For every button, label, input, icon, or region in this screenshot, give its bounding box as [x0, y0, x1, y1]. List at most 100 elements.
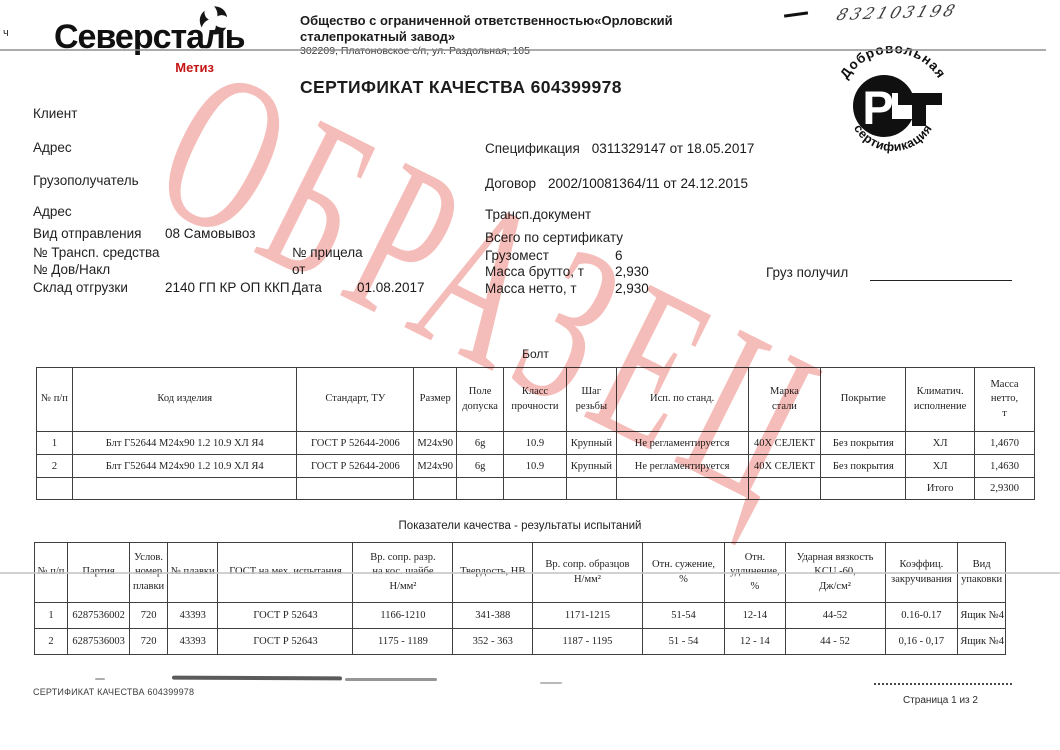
scan-smudge	[95, 678, 105, 680]
scan-smudge	[171, 675, 343, 681]
cell: Крупный	[565, 454, 617, 478]
specification-line: Спецификация 0311329147 от 18.05.2017	[485, 140, 754, 158]
cell: 44 - 52	[784, 628, 886, 655]
table-row: 2 6287536003 720 43393 ГОСТ Р 52643 1175…	[34, 628, 1006, 655]
cell	[615, 477, 749, 500]
cell: 1187 - 1195	[532, 628, 643, 655]
scan-line-top	[0, 49, 1046, 51]
cell: 1166-1210	[352, 602, 454, 629]
severstal-metiz-label: Метиз	[175, 60, 214, 75]
cell: 40Х СЕЛЕКТ	[747, 454, 822, 478]
cell: 1	[36, 431, 73, 455]
net-mass-label: Масса нетто, т	[485, 281, 577, 296]
bolt-total-row: Итого 2,9300	[36, 477, 1035, 500]
cell: Без покрытия	[820, 431, 907, 455]
dispatch-type-value: 08 Самовывоз	[165, 226, 256, 241]
cell: 6287536003	[66, 628, 131, 655]
cell: 43393	[166, 628, 219, 655]
contract-value: 2002/10081364/11 от 24.12.2015	[547, 176, 749, 191]
gross-mass-label: Масса брутто, т	[485, 264, 584, 279]
waybill-label: № Дов/Накл	[33, 262, 111, 277]
header-cell: Покрытие	[820, 367, 907, 432]
cell: ХЛ	[905, 454, 976, 478]
cell: 720	[129, 602, 168, 629]
cert-total-label: Всего по сертификату	[485, 230, 624, 245]
cell: Ящик №4	[957, 602, 1006, 629]
cargo-received-label: Груз получил	[766, 265, 849, 280]
net-mass-value: 2,930	[615, 281, 649, 296]
client-label: Клиент	[33, 106, 78, 121]
header-cell: Климатич. исполнение	[905, 367, 976, 432]
cell: ГОСТ Р 52643	[217, 628, 354, 655]
cell: 40Х СЕЛЕКТ	[747, 431, 822, 455]
svg-text:Добровольная: Добровольная	[837, 41, 949, 82]
cell: Ящик №4	[957, 628, 1006, 655]
cell: 51-54	[641, 602, 726, 629]
cell	[565, 477, 617, 500]
cell: 2	[36, 454, 73, 478]
cell: 43393	[166, 602, 219, 629]
cell: 44-52	[784, 602, 886, 629]
total-value-cell: 2,9300	[974, 477, 1035, 500]
cell: 0,16 - 0,17	[884, 628, 959, 655]
cell: 10.9	[503, 431, 567, 455]
trailer-number-label: № прицела	[292, 245, 363, 260]
cell: 0.16-0.17	[884, 602, 959, 629]
company-name-line2: сталепрокатный завод»	[300, 29, 456, 44]
contract-line: Договор 2002/10081364/11 от 24.12.2015	[485, 175, 748, 193]
cell	[296, 477, 415, 500]
cargo-places-value: 6	[615, 248, 623, 263]
cell: Не регламентируется	[615, 431, 749, 455]
cell	[747, 477, 822, 500]
scan-line-middle	[0, 572, 1060, 574]
bolt-table: № п/п Код изделия Стандарт, ТУ Размер По…	[36, 367, 1035, 500]
header-cell: Поле допуска	[456, 367, 505, 432]
company-address: 302209, Платоновское с/п, ул. Раздольная…	[300, 45, 530, 57]
from-label: от	[292, 262, 306, 277]
cell: М24х90	[413, 454, 458, 478]
cell: М24х90	[413, 431, 458, 455]
scan-edge-artifact: ч	[3, 27, 9, 39]
cell: 720	[129, 628, 168, 655]
cell: Крупный	[565, 431, 617, 455]
consignee-label: Грузополучатель	[33, 173, 139, 188]
cargo-places-label: Грузомест	[485, 248, 549, 263]
header-cell: Исп. по станд.	[615, 367, 749, 432]
date-label: Дата	[292, 280, 322, 295]
table-row: 1 6287536002 720 43393 ГОСТ Р 52643 1166…	[34, 602, 1006, 629]
cell: 1	[34, 602, 68, 629]
scan-smudge	[540, 682, 562, 684]
contract-label: Договор	[485, 176, 536, 191]
cell: Не регламентируется	[615, 454, 749, 478]
table-row: 1 Блт Г52644 М24х90 1.2 10.9 ХЛ Я4 ГОСТ …	[36, 431, 1035, 455]
cell	[503, 477, 567, 500]
cargo-received-signature-line	[870, 280, 1012, 281]
rst-top-arc-text: Добровольная	[837, 41, 948, 82]
cell	[413, 477, 458, 500]
rst-letter-r: Р	[862, 81, 893, 134]
header-cell: № п/п	[36, 367, 73, 432]
cell: 6287536002	[66, 602, 131, 629]
cell: 352 - 363	[452, 628, 534, 655]
header-cell: Класс прочности	[503, 367, 567, 432]
cell: 6g	[456, 431, 505, 455]
specification-label: Спецификация	[485, 141, 580, 156]
cell: ГОСТ Р 52643	[217, 602, 354, 629]
cell: 51 - 54	[641, 628, 726, 655]
total-label-cell: Итого	[905, 477, 976, 500]
header-cell: Стандарт, ТУ	[296, 367, 415, 432]
cell: 12 - 14	[724, 628, 786, 655]
cell: 2	[34, 628, 68, 655]
cell: ГОСТ Р 52644-2006	[296, 454, 415, 478]
bolt-header-row: № п/п Код изделия Стандарт, ТУ Размер По…	[36, 367, 1035, 432]
header-cell: Масса нетто, т	[974, 367, 1035, 432]
footer-page-info: Страница 1 из 2	[903, 695, 978, 706]
handwritten-dash	[783, 11, 809, 18]
handwritten-number: 832103198	[834, 0, 961, 25]
cell	[36, 477, 73, 500]
warehouse-label: Склад отгрузки	[33, 280, 128, 295]
cell: 6g	[456, 454, 505, 478]
cell: ХЛ	[905, 431, 976, 455]
cell: ГОСТ Р 52644-2006	[296, 431, 415, 455]
